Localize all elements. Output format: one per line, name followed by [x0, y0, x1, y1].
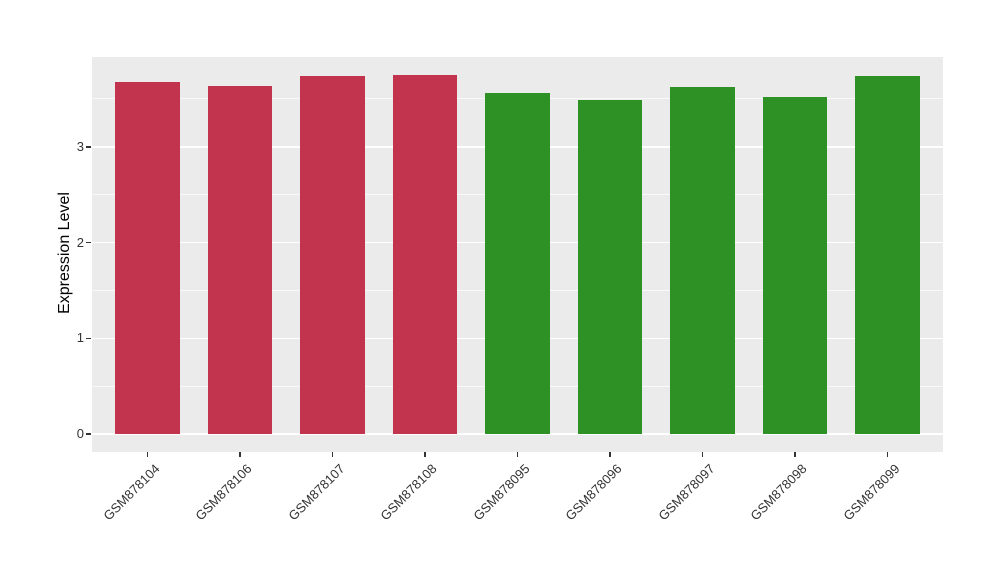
bar-GSM878095 [485, 93, 550, 435]
y-tick-label: 1 [76, 330, 84, 346]
x-tick-label: GSM878097 [654, 461, 718, 524]
bar-GSM878098 [762, 96, 828, 435]
x-tick-mark [794, 452, 796, 457]
x-tick-mark [331, 452, 334, 457]
y-tick-label: 3 [76, 138, 84, 154]
x-tick-label: GSM878104 [99, 461, 163, 524]
bar-GSM878108 [392, 74, 458, 435]
x-tick-label: GSM878107 [284, 461, 348, 524]
y-tick-mark [86, 241, 91, 244]
bar-GSM878104 [115, 81, 180, 435]
x-tick-mark [146, 452, 149, 457]
bar-GSM878097 [670, 87, 735, 435]
bar-GSM878099 [855, 75, 920, 435]
x-tick-mark [701, 452, 704, 457]
y-axis-title: Expression Level [56, 192, 73, 314]
x-tick-label: GSM878096 [562, 461, 625, 524]
x-tick-mark [516, 452, 519, 457]
y-tick-mark [86, 433, 91, 435]
bar-GSM878107 [300, 75, 365, 435]
x-tick-label: GSM878099 [839, 461, 903, 524]
bar-GSM878096 [577, 99, 643, 435]
y-tick-mark [86, 337, 91, 340]
x-tick-mark [609, 452, 611, 457]
y-tick-label: 2 [76, 234, 84, 250]
y-tick-mark [86, 146, 91, 148]
x-tick-label: GSM878098 [747, 461, 810, 524]
x-tick-label: GSM878106 [192, 461, 255, 524]
x-tick-mark [886, 452, 889, 457]
plot-panel [92, 57, 943, 452]
gridline-major [92, 433, 943, 435]
y-tick-label: 0 [76, 426, 84, 442]
x-tick-label: GSM878095 [469, 461, 533, 524]
x-tick-label: GSM878108 [377, 461, 440, 524]
x-tick-mark [424, 452, 426, 457]
bar-GSM878106 [207, 86, 273, 435]
x-tick-mark [239, 452, 241, 457]
